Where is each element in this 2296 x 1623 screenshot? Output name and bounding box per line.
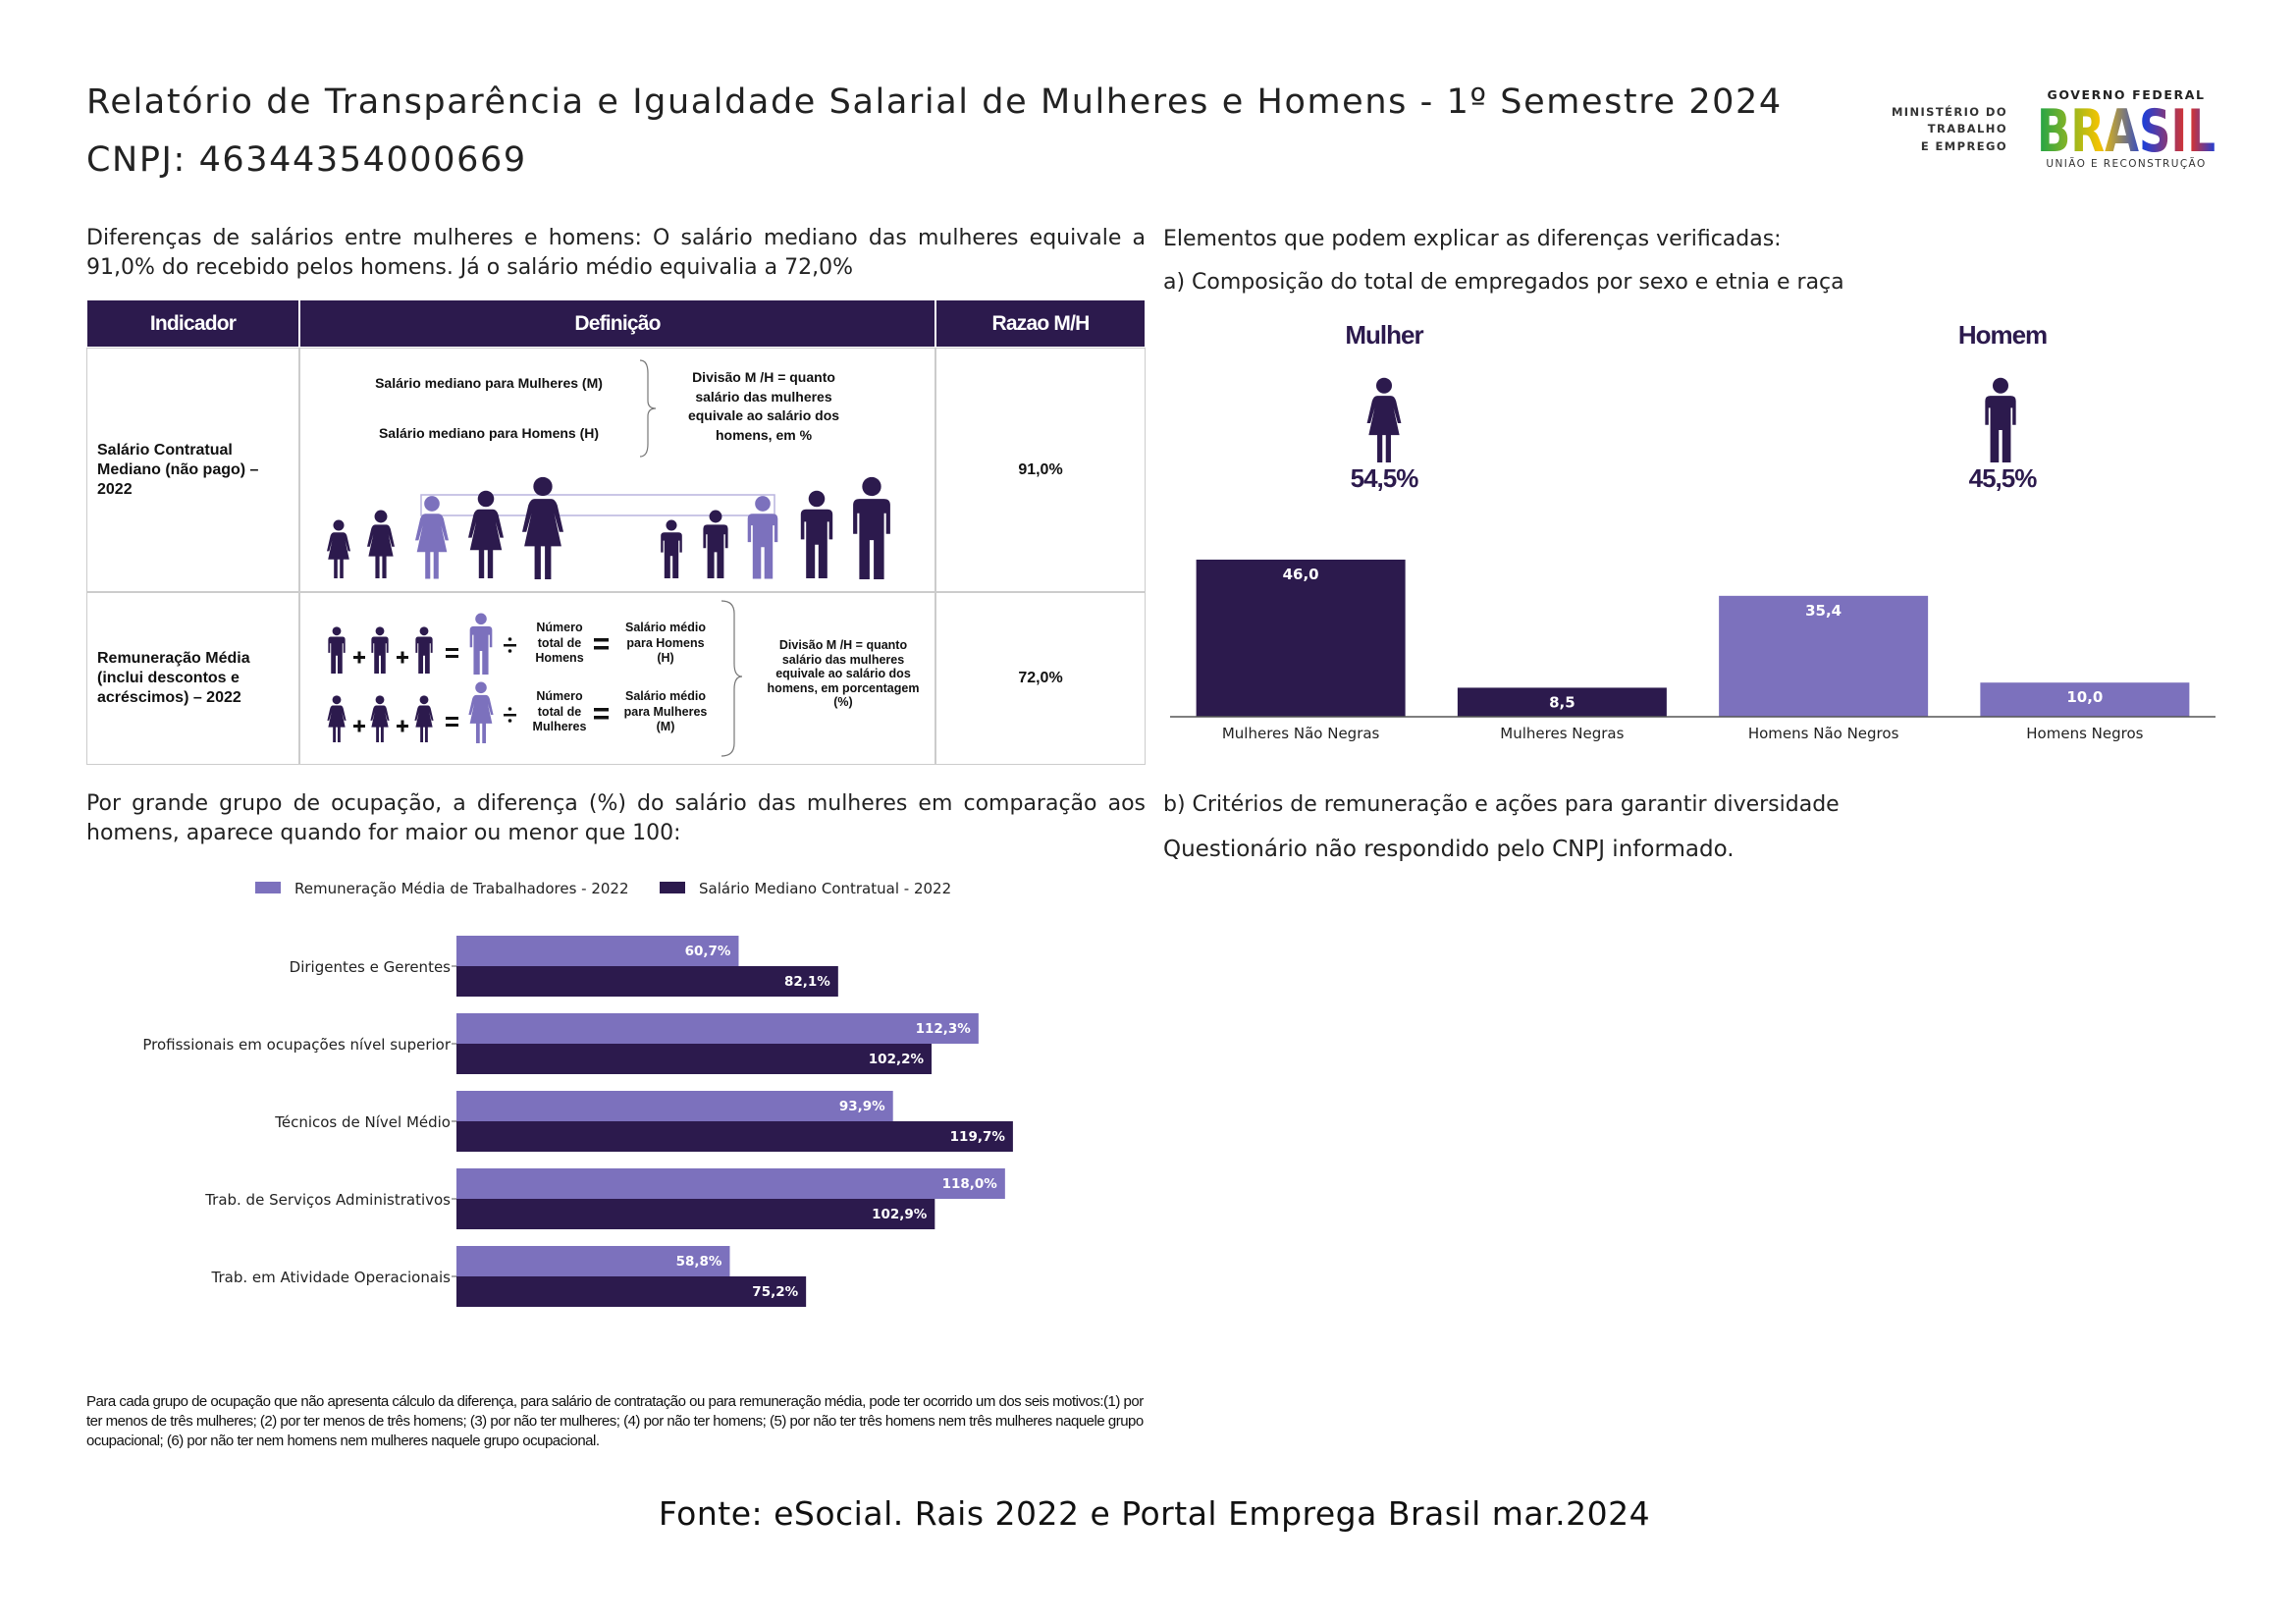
diversity-text: Questionário não respondido pelo CNPJ in… [1163, 837, 1735, 862]
composition-groups: Mulher 54,5% Homem 45,5% [1345, 320, 2048, 493]
bar [1457, 687, 1667, 717]
x-tick-label: Mulheres Negras [1500, 725, 1624, 742]
bar [456, 1091, 893, 1121]
x-tick-label: Homens Negros [2026, 725, 2143, 742]
government-logo: GOVERNO FEDERAL BRASIL UNIÃO E RECONSTRU… [2037, 87, 2216, 170]
definition-text: Salário mediano para Homens (H) [378, 425, 600, 441]
legend-label: Salário Mediano Contratual - 2022 [699, 880, 951, 897]
bar [456, 966, 838, 997]
report-title: Relatório de Transparência e Igualdade S… [86, 82, 1783, 122]
table-header: Indicador [86, 299, 299, 348]
x-tick-label: Mulheres Não Negras [1222, 725, 1380, 742]
value-label: 58,8% [676, 1254, 722, 1270]
diversity-title: b) Critérios de remuneração e ações para… [1163, 792, 1840, 817]
value-label: 112,3% [916, 1021, 972, 1037]
occupation-intro: Por grande grupo de ocupação, a diferenç… [86, 791, 1146, 845]
table-header: Razao M/H [935, 299, 1146, 348]
bar [1196, 559, 1406, 717]
brand: BRASIL [2037, 97, 2216, 166]
definition-cell [299, 348, 935, 592]
legend-swatch [660, 882, 685, 893]
bar [456, 1044, 933, 1074]
definition-text: Número total de Mulheres [532, 689, 587, 733]
legend-swatch [255, 882, 281, 893]
legend-label: Remuneração Média de Trabalhadores - 202… [294, 880, 629, 897]
category-label: Trab. em Atividade Operacionais [211, 1269, 452, 1286]
value-label: 60,7% [685, 944, 731, 959]
definition-text: Salário médio para Homens (H) [625, 621, 706, 665]
value-label: 118,0% [942, 1176, 998, 1192]
ministry-line: E EMPREGO [1921, 139, 2007, 153]
value-label: 8,5 [1549, 693, 1575, 711]
group-label: Homem [1958, 320, 2047, 350]
value-label: 35,4 [1805, 602, 1842, 620]
definition-text: Salário médio para Mulheres (M) [623, 689, 708, 733]
category-label: Trab. de Serviços Administrativos [204, 1191, 451, 1209]
category-label: Dirigentes e Gerentes [290, 958, 452, 976]
value-label: 82,1% [784, 974, 830, 990]
ministry-line: MINISTÉRIO DO [1892, 104, 2007, 119]
intro-text: Diferenças de salários entre mulheres e … [86, 226, 1146, 280]
value-label: 102,2% [869, 1052, 925, 1067]
bar [456, 1276, 807, 1307]
group-label: Mulher [1345, 320, 1423, 350]
cnpj: CNPJ: 46344354000669 [86, 140, 527, 180]
value-label: 10,0 [2066, 688, 2103, 706]
footnote: Para cada grupo de ocupação que não apre… [86, 1393, 1144, 1449]
bar [456, 1199, 935, 1229]
table-header: Definição [299, 299, 935, 348]
composition-title: a) Composição do total de empregados por… [1163, 270, 1844, 295]
ministry-line: TRABALHO [1928, 122, 2007, 135]
indicator-cell: Salário Contratual Mediano (não pago) – … [86, 348, 299, 592]
category-label: Profissionais em ocupações nível superio… [142, 1036, 451, 1054]
ministry-logo: MINISTÉRIO DO TRABALHO E EMPREGO [1892, 104, 2007, 153]
government-label: GOVERNO FEDERAL [2047, 87, 2205, 102]
category-label: Técnicos de Nível Médio [274, 1113, 451, 1131]
explain-title: Elementos que podem explicar as diferenç… [1163, 227, 1782, 251]
bar [456, 1013, 979, 1044]
indicator-cell: Remuneração Média (inclui descontos e ac… [86, 592, 299, 765]
bar [456, 1168, 1005, 1199]
bar [456, 1121, 1013, 1152]
x-tick-label: Homens Não Negros [1748, 725, 1899, 742]
slogan: UNIÃO E RECONSTRUÇÃO [2046, 157, 2206, 170]
definition-text: Número total de Homens [535, 621, 584, 665]
definition-text: Divisão M /H = quanto salário das mulher… [767, 638, 920, 709]
ratio-cell: 72,0% [935, 592, 1146, 765]
definition-cell [299, 592, 935, 765]
value-label: 119,7% [950, 1129, 1006, 1145]
value-label: 46,0 [1283, 566, 1319, 583]
woman-icon [1366, 377, 1402, 462]
group-share: 45,5% [1969, 463, 2038, 493]
man-icon [1985, 377, 2016, 462]
bar [1719, 595, 1929, 717]
value-label: 93,9% [839, 1099, 885, 1114]
definition-text: Salário mediano para Mulheres (M) [375, 375, 603, 391]
bar [1980, 682, 2190, 717]
bar [456, 1246, 730, 1276]
definition-text: Divisão M /H = quanto salário das mulher… [687, 369, 840, 443]
bar [456, 936, 739, 966]
value-label: 75,2% [752, 1284, 798, 1300]
source: Fonte: eSocial. Rais 2022 e Portal Empre… [658, 1494, 1651, 1533]
group-share: 54,5% [1351, 463, 1419, 493]
value-label: 102,9% [872, 1207, 928, 1222]
ratio-cell: 91,0% [935, 348, 1146, 592]
